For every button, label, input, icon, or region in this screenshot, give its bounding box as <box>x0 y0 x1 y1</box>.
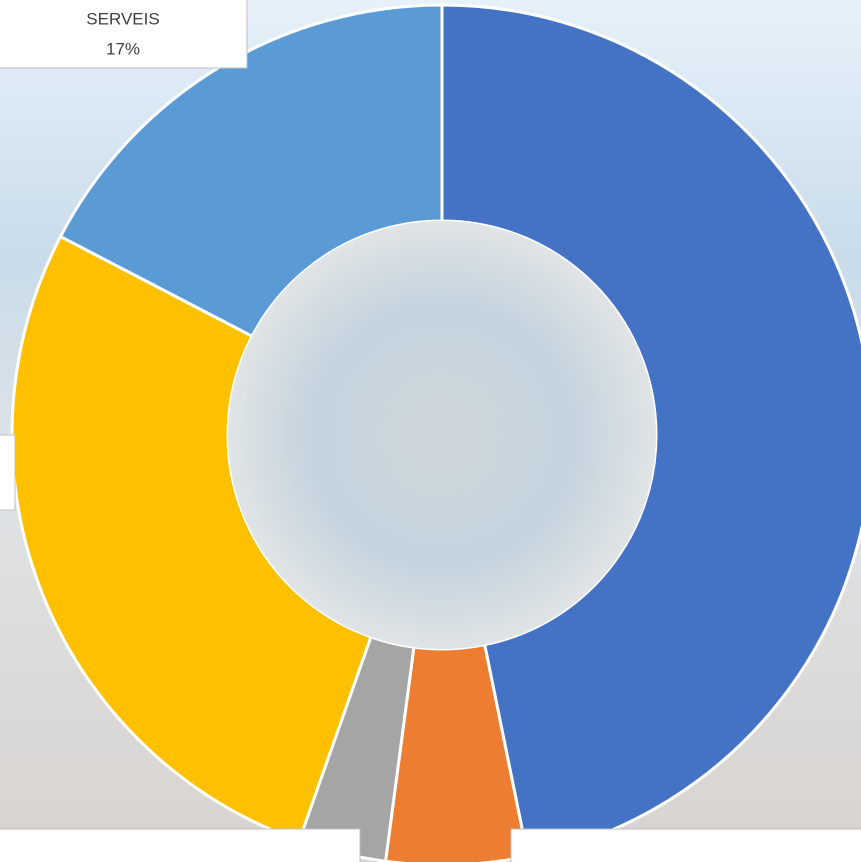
label-box <box>0 435 15 510</box>
label-box <box>0 829 360 862</box>
data-label-category: SERVEIS <box>86 9 159 28</box>
chart: SERVEIS 17% <box>0 0 861 862</box>
label-box <box>511 829 861 862</box>
data-label-value: 17% <box>106 39 140 58</box>
page: {"chart_data": {"type": "donut", "catego… <box>0 0 861 862</box>
donut-hole <box>228 221 656 649</box>
